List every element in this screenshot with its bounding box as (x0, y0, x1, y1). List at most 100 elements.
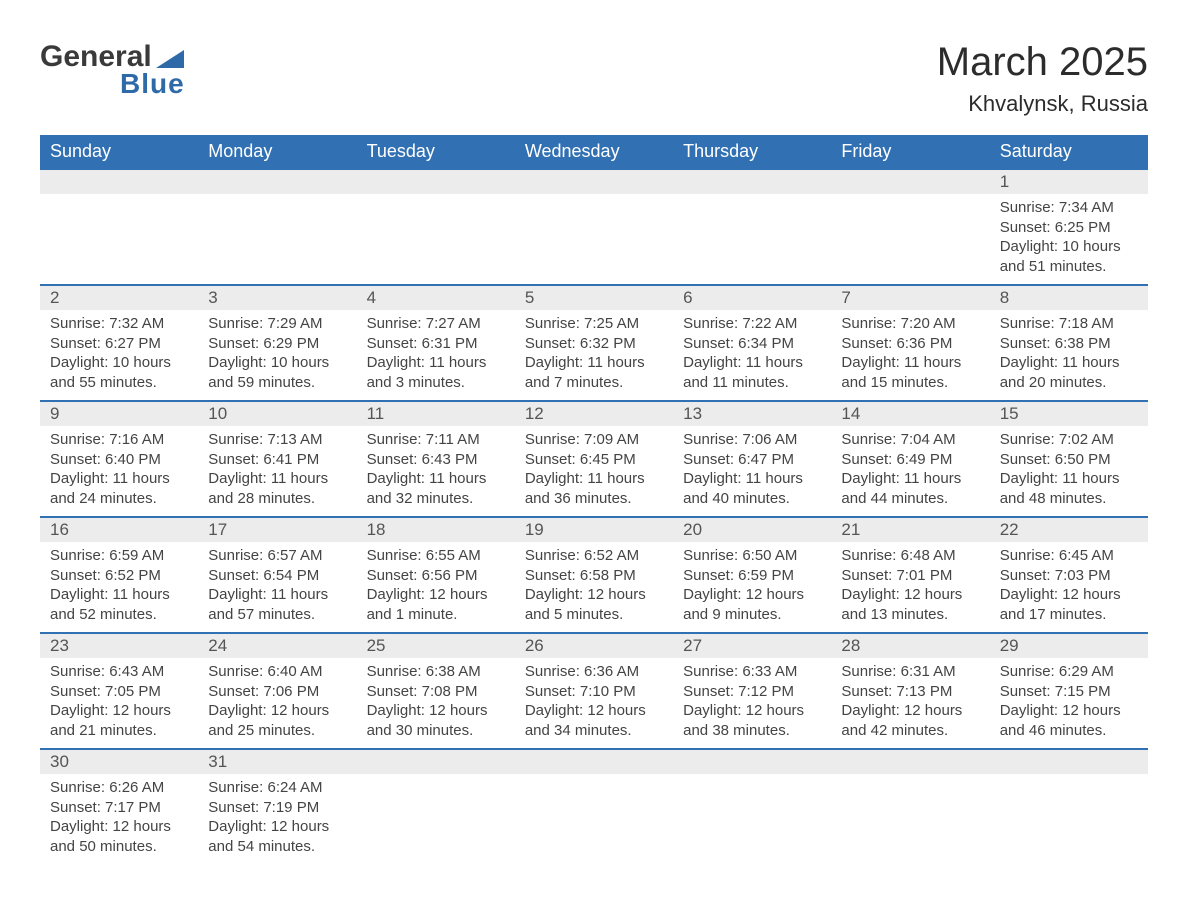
day-cell: 11Sunrise: 7:11 AMSunset: 6:43 PMDayligh… (357, 401, 515, 517)
sunrise-label: Sunrise: (208, 663, 263, 680)
daylight-line: Daylight: 12 hours and 42 minutes. (841, 701, 979, 740)
sunset-value: 6:59 PM (738, 567, 794, 584)
daylight-line: Daylight: 12 hours and 13 minutes. (841, 585, 979, 624)
sunrise-value: 7:34 AM (1059, 199, 1114, 216)
sunset-label: Sunset: (208, 451, 259, 468)
sunrise-value: 6:45 AM (1059, 547, 1114, 564)
day-number-band: 24 (198, 634, 356, 658)
daylight-line: Daylight: 11 hours and 20 minutes. (1000, 353, 1138, 392)
sunrise-label: Sunrise: (525, 547, 580, 564)
day-number-band (357, 170, 515, 194)
week-row: 1Sunrise: 7:34 AMSunset: 6:25 PMDaylight… (40, 169, 1148, 285)
sunrise-label: Sunrise: (367, 431, 422, 448)
day-number-band: 1 (990, 170, 1148, 194)
sunrise-line: Sunrise: 7:13 AM (208, 430, 346, 450)
day-number-band: 23 (40, 634, 198, 658)
sunset-value: 6:45 PM (580, 451, 636, 468)
day-number-band: 15 (990, 402, 1148, 426)
sunset-line: Sunset: 7:10 PM (525, 682, 663, 702)
day-number-band (357, 750, 515, 774)
sunset-value: 7:06 PM (263, 683, 319, 700)
dow-wednesday: Wednesday (515, 135, 673, 169)
sunrise-line: Sunrise: 6:50 AM (683, 546, 821, 566)
day-cell: 1Sunrise: 7:34 AMSunset: 6:25 PMDaylight… (990, 169, 1148, 285)
daylight-line: Daylight: 11 hours and 57 minutes. (208, 585, 346, 624)
sunrise-label: Sunrise: (50, 547, 105, 564)
sunset-label: Sunset: (683, 567, 734, 584)
daylight-line: Daylight: 10 hours and 51 minutes. (1000, 237, 1138, 276)
daylight-label: Daylight: (208, 586, 266, 603)
day-number-band (673, 750, 831, 774)
day-number-band: 14 (831, 402, 989, 426)
day-info: Sunrise: 7:13 AMSunset: 6:41 PMDaylight:… (198, 426, 356, 516)
sunrise-value: 6:50 AM (742, 547, 797, 564)
day-info: Sunrise: 6:26 AMSunset: 7:17 PMDaylight:… (40, 774, 198, 864)
sunrise-value: 7:04 AM (901, 431, 956, 448)
day-cell: 26Sunrise: 6:36 AMSunset: 7:10 PMDayligh… (515, 633, 673, 749)
day-number-band: 21 (831, 518, 989, 542)
daylight-line: Daylight: 11 hours and 52 minutes. (50, 585, 188, 624)
sunset-value: 7:19 PM (263, 799, 319, 816)
sunrise-value: 6:52 AM (584, 547, 639, 564)
empty-cell (831, 749, 989, 864)
day-number-band: 18 (357, 518, 515, 542)
day-info: Sunrise: 7:16 AMSunset: 6:40 PMDaylight:… (40, 426, 198, 516)
sunrise-value: 7:27 AM (426, 315, 481, 332)
sunset-label: Sunset: (683, 335, 734, 352)
sunset-line: Sunset: 6:58 PM (525, 566, 663, 586)
empty-cell (40, 169, 198, 285)
dow-row: SundayMondayTuesdayWednesdayThursdayFrid… (40, 135, 1148, 169)
sunset-line: Sunset: 6:34 PM (683, 334, 821, 354)
empty-cell (515, 169, 673, 285)
day-cell: 16Sunrise: 6:59 AMSunset: 6:52 PMDayligh… (40, 517, 198, 633)
sunset-value: 7:08 PM (422, 683, 478, 700)
sunrise-line: Sunrise: 7:04 AM (841, 430, 979, 450)
day-info: Sunrise: 6:40 AMSunset: 7:06 PMDaylight:… (198, 658, 356, 748)
sunrise-line: Sunrise: 6:45 AM (1000, 546, 1138, 566)
day-info: Sunrise: 7:29 AMSunset: 6:29 PMDaylight:… (198, 310, 356, 400)
sunrise-line: Sunrise: 7:09 AM (525, 430, 663, 450)
daylight-label: Daylight: (841, 354, 899, 371)
sunrise-label: Sunrise: (525, 315, 580, 332)
day-cell: 10Sunrise: 7:13 AMSunset: 6:41 PMDayligh… (198, 401, 356, 517)
day-number-band: 6 (673, 286, 831, 310)
sunset-line: Sunset: 6:47 PM (683, 450, 821, 470)
sunset-line: Sunset: 7:05 PM (50, 682, 188, 702)
week-row: 23Sunrise: 6:43 AMSunset: 7:05 PMDayligh… (40, 633, 1148, 749)
daylight-line: Daylight: 12 hours and 5 minutes. (525, 585, 663, 624)
day-info: Sunrise: 6:33 AMSunset: 7:12 PMDaylight:… (673, 658, 831, 748)
sunrise-label: Sunrise: (1000, 315, 1055, 332)
sunrise-line: Sunrise: 7:34 AM (1000, 198, 1138, 218)
sunrise-line: Sunrise: 7:29 AM (208, 314, 346, 334)
day-info: Sunrise: 6:36 AMSunset: 7:10 PMDaylight:… (515, 658, 673, 748)
page-header: General Blue March 2025 Khvalynsk, Russi… (40, 40, 1148, 117)
daylight-line: Daylight: 12 hours and 9 minutes. (683, 585, 821, 624)
sunset-label: Sunset: (1000, 683, 1051, 700)
day-info: Sunrise: 6:24 AMSunset: 7:19 PMDaylight:… (198, 774, 356, 864)
sunset-value: 6:47 PM (738, 451, 794, 468)
dow-sunday: Sunday (40, 135, 198, 169)
sunset-label: Sunset: (367, 335, 418, 352)
sunset-line: Sunset: 6:54 PM (208, 566, 346, 586)
sunset-label: Sunset: (208, 799, 259, 816)
sunrise-line: Sunrise: 6:48 AM (841, 546, 979, 566)
week-row: 30Sunrise: 6:26 AMSunset: 7:17 PMDayligh… (40, 749, 1148, 864)
day-cell: 19Sunrise: 6:52 AMSunset: 6:58 PMDayligh… (515, 517, 673, 633)
daylight-label: Daylight: (208, 354, 266, 371)
sunset-label: Sunset: (525, 567, 576, 584)
sunrise-label: Sunrise: (1000, 199, 1055, 216)
sunrise-line: Sunrise: 7:20 AM (841, 314, 979, 334)
sunrise-label: Sunrise: (208, 779, 263, 796)
sunset-line: Sunset: 6:45 PM (525, 450, 663, 470)
day-number-band: 11 (357, 402, 515, 426)
calendar-body: 1Sunrise: 7:34 AMSunset: 6:25 PMDaylight… (40, 169, 1148, 864)
sunrise-line: Sunrise: 7:18 AM (1000, 314, 1138, 334)
day-cell: 30Sunrise: 6:26 AMSunset: 7:17 PMDayligh… (40, 749, 198, 864)
sunset-value: 6:25 PM (1055, 219, 1111, 236)
day-cell: 7Sunrise: 7:20 AMSunset: 6:36 PMDaylight… (831, 285, 989, 401)
daylight-label: Daylight: (525, 470, 583, 487)
daylight-line: Daylight: 11 hours and 3 minutes. (367, 353, 505, 392)
sunset-label: Sunset: (1000, 567, 1051, 584)
day-info: Sunrise: 7:27 AMSunset: 6:31 PMDaylight:… (357, 310, 515, 400)
day-info: Sunrise: 6:43 AMSunset: 7:05 PMDaylight:… (40, 658, 198, 748)
